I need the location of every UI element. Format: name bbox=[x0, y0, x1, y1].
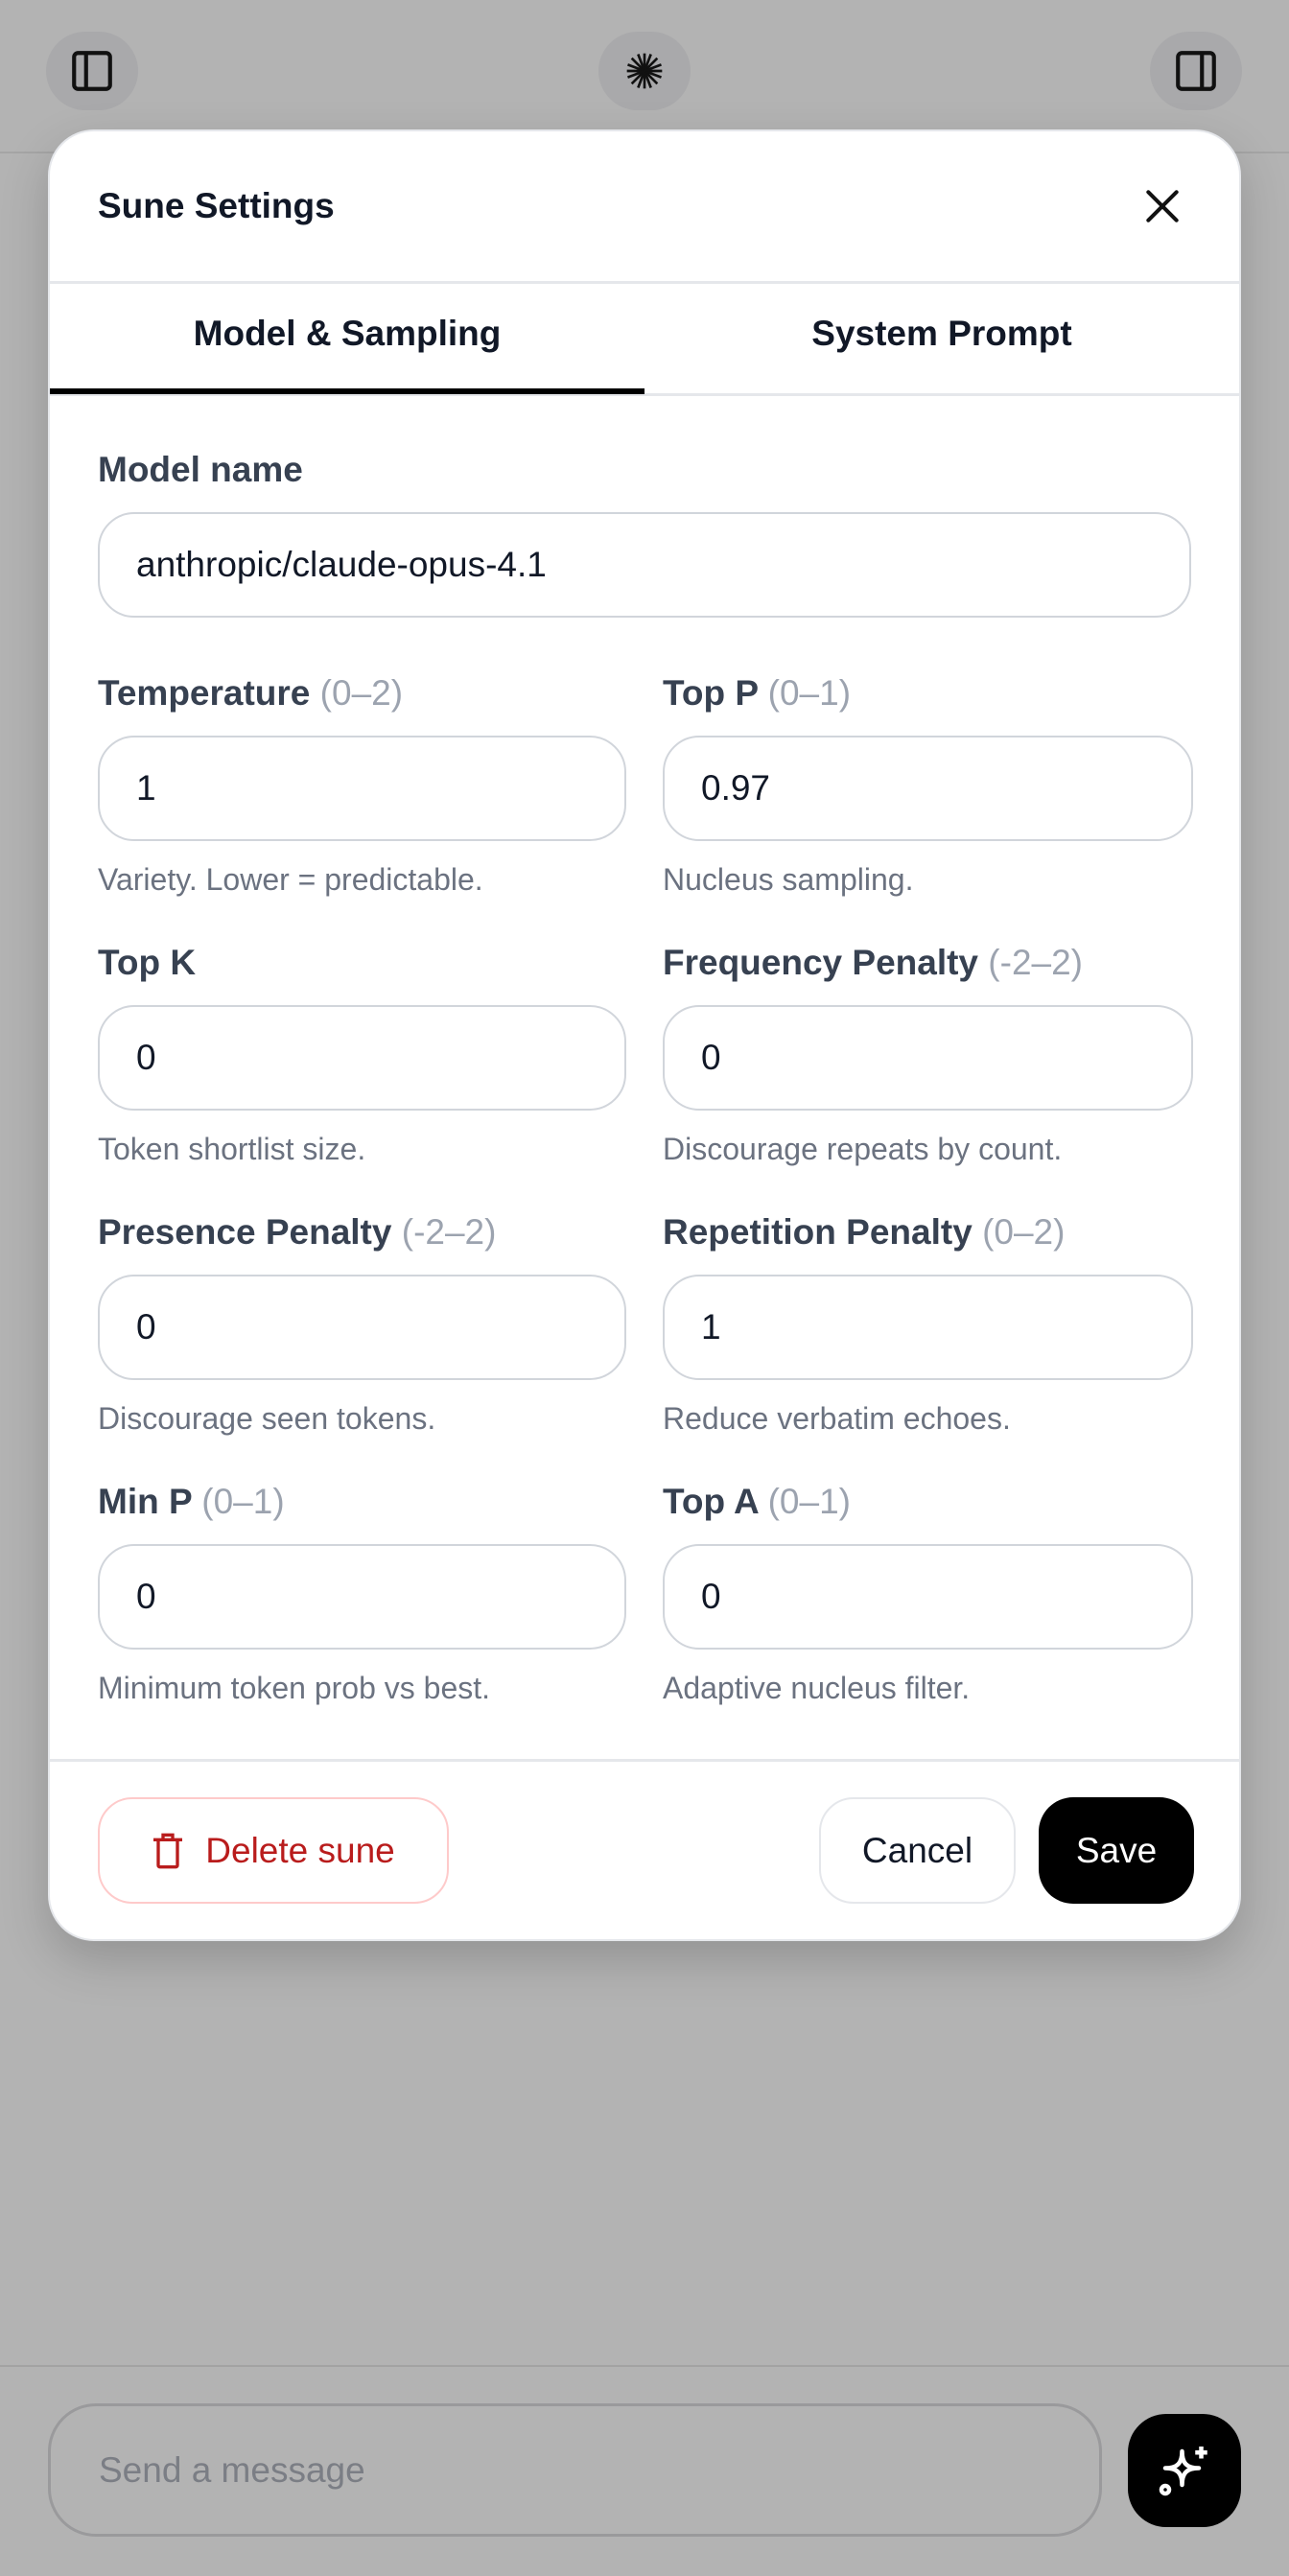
temperature-label: Temperature (0–2) bbox=[98, 672, 626, 714]
top-k-label: Top K bbox=[98, 942, 626, 984]
presence-penalty-label-text: Presence Penalty bbox=[98, 1212, 392, 1252]
modal-header: Sune Settings bbox=[50, 131, 1239, 284]
modal-footer: Delete sune Cancel Save bbox=[50, 1759, 1239, 1939]
field-presence-penalty: Presence Penalty (-2–2) 0 Discourage see… bbox=[98, 1211, 626, 1481]
model-name-input[interactable]: anthropic/claude-opus-4.1 bbox=[98, 512, 1191, 618]
repetition-penalty-input[interactable]: 1 bbox=[663, 1275, 1193, 1380]
top-a-help: Adaptive nucleus filter. bbox=[663, 1671, 971, 1705]
model-name-label: Model name bbox=[98, 450, 303, 489]
presence-penalty-range: (-2–2) bbox=[401, 1212, 497, 1252]
temperature-input[interactable]: 1 bbox=[98, 736, 626, 841]
trash-icon bbox=[153, 1833, 183, 1868]
save-button[interactable]: Save bbox=[1039, 1797, 1194, 1904]
frequency-penalty-range: (-2–2) bbox=[988, 943, 1083, 982]
min-p-label-text: Min P bbox=[98, 1482, 192, 1521]
send-button[interactable] bbox=[1128, 2414, 1241, 2527]
presence-penalty-help: Discourage seen tokens. bbox=[98, 1401, 436, 1436]
presence-penalty-input[interactable]: 0 bbox=[98, 1275, 626, 1380]
sampling-fields: Temperature (0–2) 1 Variety. Lower = pre… bbox=[98, 672, 1193, 1750]
delete-sune-button[interactable]: Delete sune bbox=[98, 1797, 449, 1904]
composer-divider bbox=[0, 2365, 1289, 2367]
top-k-help: Token shortlist size. bbox=[98, 1132, 366, 1166]
sparkles-icon bbox=[1159, 2447, 1207, 2496]
message-placeholder: Send a message bbox=[99, 2449, 365, 2490]
settings-modal: Sune Settings Model & Sampling System Pr… bbox=[48, 129, 1241, 1941]
toggle-right-sidebar-button[interactable] bbox=[1150, 32, 1242, 110]
top-a-label: Top A (0–1) bbox=[663, 1481, 1193, 1523]
frequency-penalty-label: Frequency Penalty (-2–2) bbox=[663, 942, 1193, 984]
field-repetition-penalty: Repetition Penalty (0–2) 1 Reduce verbat… bbox=[663, 1211, 1193, 1481]
starburst-icon bbox=[626, 53, 663, 89]
frequency-penalty-help: Discourage repeats by count. bbox=[663, 1132, 1063, 1166]
top-k-label-text: Top K bbox=[98, 943, 197, 982]
message-input[interactable]: Send a message bbox=[48, 2403, 1102, 2537]
field-min-p: Min P (0–1) 0 Minimum token prob vs best… bbox=[98, 1481, 626, 1750]
temperature-help: Variety. Lower = predictable. bbox=[98, 862, 483, 897]
field-top-a: Top A (0–1) 0 Adaptive nucleus filter. bbox=[663, 1481, 1193, 1750]
presence-penalty-label: Presence Penalty (-2–2) bbox=[98, 1211, 626, 1253]
frequency-penalty-label-text: Frequency Penalty bbox=[663, 943, 979, 982]
tab-model-sampling[interactable]: Model & Sampling bbox=[50, 284, 644, 394]
field-top-p: Top P (0–1) 0.97 Nucleus sampling. bbox=[663, 672, 1193, 942]
top-p-label: Top P (0–1) bbox=[663, 672, 1193, 714]
top-p-range: (0–1) bbox=[767, 673, 852, 713]
top-a-label-text: Top A bbox=[663, 1482, 759, 1521]
min-p-help: Minimum token prob vs best. bbox=[98, 1671, 491, 1705]
repetition-penalty-help: Reduce verbatim echoes. bbox=[663, 1401, 1011, 1436]
sidebar-right-icon bbox=[1176, 51, 1216, 91]
repetition-penalty-range: (0–2) bbox=[982, 1212, 1066, 1252]
repetition-penalty-label: Repetition Penalty (0–2) bbox=[663, 1211, 1193, 1253]
field-top-k: Top K 0 Token shortlist size. bbox=[98, 942, 626, 1211]
close-button[interactable] bbox=[1134, 177, 1191, 235]
modal-title: Sune Settings bbox=[98, 186, 335, 225]
top-a-input[interactable]: 0 bbox=[663, 1544, 1193, 1650]
tab-system-prompt[interactable]: System Prompt bbox=[811, 314, 1072, 353]
top-p-input[interactable]: 0.97 bbox=[663, 736, 1193, 841]
top-p-help: Nucleus sampling. bbox=[663, 862, 914, 897]
delete-label: Delete sune bbox=[205, 1830, 395, 1870]
cancel-button[interactable]: Cancel bbox=[819, 1797, 1016, 1904]
min-p-input[interactable]: 0 bbox=[98, 1544, 626, 1650]
frequency-penalty-input[interactable]: 0 bbox=[663, 1005, 1193, 1111]
top-k-input[interactable]: 0 bbox=[98, 1005, 626, 1111]
temperature-range: (0–2) bbox=[319, 673, 404, 713]
temperature-label-text: Temperature bbox=[98, 673, 311, 713]
toggle-left-sidebar-button[interactable] bbox=[46, 32, 138, 110]
tab-bar: Model & Sampling System Prompt bbox=[50, 284, 1239, 396]
min-p-range: (0–1) bbox=[201, 1482, 285, 1521]
top-p-label-text: Top P bbox=[663, 673, 759, 713]
min-p-label: Min P (0–1) bbox=[98, 1481, 626, 1523]
close-icon bbox=[1146, 190, 1179, 222]
sidebar-left-icon bbox=[72, 51, 112, 91]
field-temperature: Temperature (0–2) 1 Variety. Lower = pre… bbox=[98, 672, 626, 942]
top-a-range: (0–1) bbox=[767, 1482, 851, 1521]
field-frequency-penalty: Frequency Penalty (-2–2) 0 Discourage re… bbox=[663, 942, 1193, 1211]
repetition-penalty-label-text: Repetition Penalty bbox=[663, 1212, 973, 1252]
sune-menu-button[interactable] bbox=[598, 32, 691, 110]
